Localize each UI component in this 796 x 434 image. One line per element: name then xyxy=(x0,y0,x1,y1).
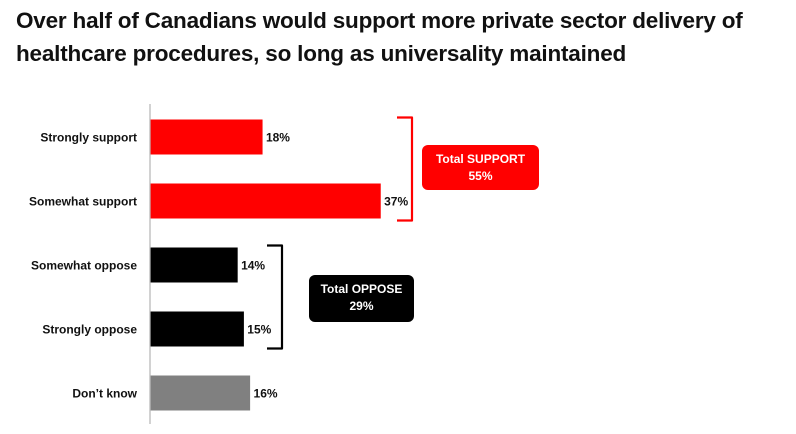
group-total-value: 29% xyxy=(349,299,373,313)
bar xyxy=(150,247,238,283)
group-total-value: 55% xyxy=(468,169,492,183)
category-label: Somewhat oppose xyxy=(31,259,137,273)
category-label: Strongly oppose xyxy=(42,323,137,337)
group-total-label: Total OPPOSE xyxy=(321,282,403,296)
data-label: 15% xyxy=(247,323,271,337)
data-label: 14% xyxy=(241,259,265,273)
group-bracket xyxy=(397,116,414,222)
group-total-box xyxy=(309,275,414,322)
category-label: Don’t know xyxy=(72,387,137,401)
category-label: Strongly support xyxy=(40,131,137,145)
group-bracket xyxy=(267,244,284,350)
data-label: 16% xyxy=(254,387,278,401)
bar xyxy=(150,375,251,411)
chart-title: Over half of Canadians would support mor… xyxy=(16,8,743,66)
group-total-label: Total SUPPORT xyxy=(436,152,526,166)
data-label: 37% xyxy=(384,195,408,209)
bar xyxy=(150,311,244,347)
bar xyxy=(150,119,263,155)
bar xyxy=(150,183,381,219)
group-total-box xyxy=(422,145,539,190)
category-label: Somewhat support xyxy=(29,195,137,209)
data-label: 18% xyxy=(266,131,290,145)
